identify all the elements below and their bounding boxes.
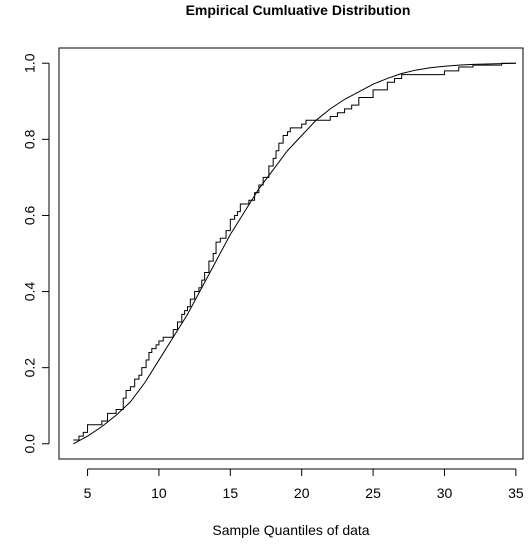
y-tick-label: 0.2 (22, 358, 38, 378)
x-tick-label: 30 (437, 485, 453, 501)
x-tick-label: 35 (508, 485, 524, 501)
y-tick-label: 0.6 (22, 206, 38, 226)
x-tick-label: 25 (365, 485, 381, 501)
plot-frame (58, 47, 524, 460)
x-tick-label: 10 (151, 485, 167, 501)
x-tick-label: 20 (294, 485, 310, 501)
y-tick-label: 1.0 (22, 53, 38, 73)
y-axis: 0.0 0.2 0.4 0.6 0.8 1.0 (22, 53, 50, 454)
x-axis-label: Sample Quantiles of data (212, 522, 369, 538)
y-tick-label: 0.8 (22, 129, 38, 149)
empirical-cdf-step (73, 62, 516, 441)
y-tick-label: 0.4 (22, 282, 38, 302)
x-axis: 5 10 15 20 25 30 35 (84, 468, 524, 501)
chart-title: Empirical Cumluative Distribution (186, 2, 411, 18)
x-tick-label: 5 (84, 485, 92, 501)
x-tick-label: 15 (223, 485, 239, 501)
fitted-cdf-curve (73, 62, 516, 445)
y-tick-label: 0.0 (22, 434, 38, 454)
